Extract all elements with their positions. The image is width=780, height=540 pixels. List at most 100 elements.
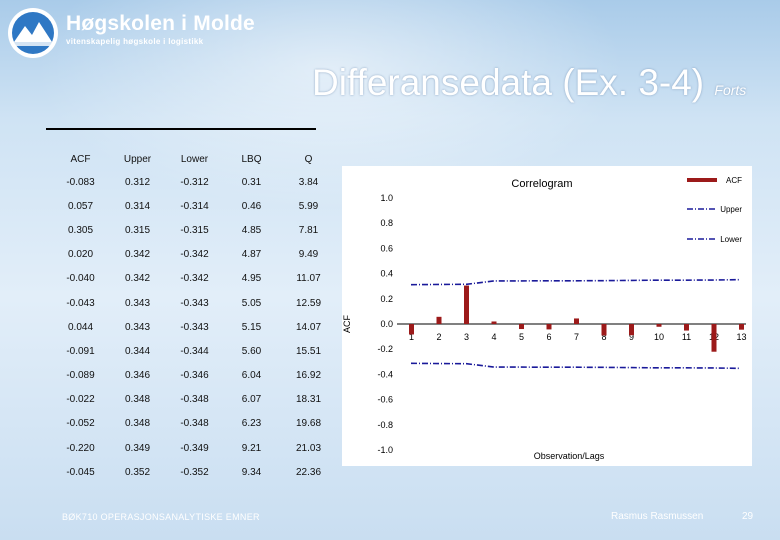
x-axis-label: Observation/Lags — [534, 451, 605, 461]
legend-label: Lower — [720, 235, 742, 244]
table-cell: 9.34 — [241, 466, 262, 478]
table-row: -0.022 0.348 -0.348 6.07 18.31 — [52, 388, 337, 412]
x-tick-label: 2 — [436, 332, 441, 342]
table-cell: -0.312 — [180, 176, 209, 188]
table-row: -0.091 0.344 -0.344 5.60 15.51 — [52, 339, 337, 363]
table-cell: -0.343 — [180, 321, 209, 333]
chart-title: Correlogram — [511, 178, 572, 190]
y-tick-label: 0.2 — [380, 294, 393, 304]
x-tick-label: 4 — [491, 332, 496, 342]
table-cell: 22.36 — [295, 466, 322, 478]
upper-line — [410, 278, 740, 286]
acf-bar — [684, 324, 689, 331]
table-header-lbq: LBQ — [241, 153, 262, 165]
page-number: 29 — [742, 511, 754, 522]
table-cell: 4.95 — [241, 273, 262, 285]
table-cell: 5.05 — [241, 297, 262, 309]
acf-bar — [711, 324, 717, 352]
table-cell: 0.305 — [67, 224, 94, 236]
table-cell: 6.23 — [241, 418, 262, 430]
y-tick-label: 0.6 — [380, 243, 393, 253]
table-cell: -0.348 — [180, 394, 209, 406]
table-cell: 5.60 — [241, 345, 262, 357]
table-cell: -0.091 — [66, 345, 95, 357]
table-cell: 11.07 — [296, 273, 321, 285]
table-cell: 0.349 — [124, 442, 151, 454]
acf-bar — [409, 324, 414, 335]
table-row: -0.052 0.348 -0.348 6.23 19.68 — [52, 412, 337, 436]
acf-bar — [546, 324, 552, 330]
y-tick-label: -0.8 — [377, 420, 393, 430]
table-cell: 0.348 — [124, 394, 151, 406]
table-cell: -0.342 — [180, 249, 209, 261]
title-suffix: Forts — [714, 82, 747, 98]
table-cell: 4.85 — [241, 224, 262, 236]
y-tick-label: 1.0 — [380, 193, 393, 203]
table-cell: 0.352 — [124, 466, 151, 478]
table-cell: 0.044 — [67, 321, 94, 333]
table-cell: -0.043 — [66, 297, 95, 309]
table-cell: 5.15 — [241, 321, 262, 333]
table-header-lower: Lower — [180, 153, 209, 165]
logo-subtitle: vitenskapelig høgskole i logistikk — [66, 37, 204, 46]
table-cell: -0.352 — [180, 466, 209, 478]
acf-bar — [491, 321, 497, 324]
footer-author: Rasmus Rasmussen — [611, 511, 704, 522]
table-cell: 16.92 — [295, 370, 322, 382]
x-tick-label: 13 — [736, 332, 746, 342]
table-cell: 0.315 — [124, 224, 151, 236]
title-rule — [46, 128, 316, 130]
y-tick-label: 0.8 — [380, 218, 393, 228]
table-cell: -0.045 — [66, 466, 95, 478]
table-row: -0.043 0.343 -0.343 5.05 12.59 — [52, 291, 337, 315]
acf-bar — [739, 324, 744, 330]
table-cell: -0.052 — [66, 418, 95, 430]
x-tick-label: 8 — [601, 332, 606, 342]
table-row: -0.083 0.312 -0.312 0.31 3.84 — [52, 170, 337, 194]
table-header-row: ACF Upper Lower LBQ Q — [52, 148, 337, 170]
table-cell: 4.87 — [241, 249, 262, 261]
y-tick-label: -1.0 — [377, 445, 393, 455]
acf-bar — [629, 324, 634, 336]
table-cell: 12.59 — [295, 297, 322, 309]
table-cell: 5.99 — [298, 200, 319, 212]
table-cell: 0.343 — [124, 297, 151, 309]
table-cell: -0.022 — [66, 394, 95, 406]
legend-acf-swatch — [687, 178, 717, 182]
table-cell: 0.057 — [67, 200, 94, 212]
table-cell: -0.349 — [180, 442, 209, 454]
table-row: 0.305 0.315 -0.315 4.85 7.81 — [52, 218, 337, 242]
table-cell: 9.49 — [298, 249, 319, 261]
title-main: Differansedata (Ex. 3-4) — [312, 62, 705, 103]
table-header-q: Q — [304, 153, 313, 165]
y-tick-label: -0.6 — [377, 395, 393, 405]
y-tick-label: 0.4 — [380, 269, 393, 279]
acf-bar — [601, 324, 607, 336]
table-cell: -0.343 — [180, 297, 209, 309]
table-cell: 0.346 — [124, 370, 151, 382]
acf-bar — [574, 318, 579, 324]
table-cell: -0.089 — [66, 370, 95, 382]
x-tick-label: 6 — [546, 332, 551, 342]
y-axis-label: ACF — [342, 314, 352, 333]
y-tick-label: 0.0 — [380, 319, 393, 329]
table-row: 0.020 0.342 -0.342 4.87 9.49 — [52, 243, 337, 267]
slide-title: Differansedata (Ex. 3-4) Forts — [312, 62, 746, 104]
table-cell: -0.220 — [66, 442, 95, 454]
table-cell: 0.31 — [241, 176, 262, 188]
table-cell: 18.31 — [295, 394, 322, 406]
table-row: -0.089 0.346 -0.346 6.04 16.92 — [52, 364, 337, 388]
legend-label: Upper — [720, 205, 742, 214]
table-row: -0.045 0.352 -0.352 9.34 22.36 — [52, 460, 337, 484]
table-cell: 0.344 — [124, 345, 151, 357]
x-tick-label: 1 — [409, 332, 414, 342]
acf-bar — [519, 324, 524, 330]
school-logo-icon — [8, 8, 58, 58]
table-cell: 0.312 — [124, 176, 151, 188]
table-cell: 0.020 — [67, 249, 94, 261]
table-row: -0.220 0.349 -0.349 9.21 21.03 — [52, 436, 337, 460]
x-tick-label: 3 — [464, 332, 469, 342]
table-cell: -0.348 — [180, 418, 209, 430]
table-cell: 0.46 — [241, 200, 262, 212]
table-cell: 6.07 — [241, 394, 262, 406]
